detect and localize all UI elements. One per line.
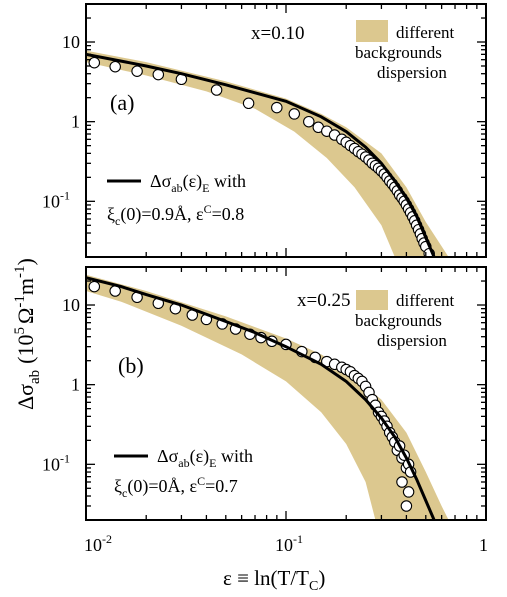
y-axis-label-m: m	[13, 278, 38, 295]
ticks-layer-b	[85, 266, 486, 521]
legend-band-line1-a: different	[396, 23, 454, 42]
legend-fit-l2-post-a: =0.8	[212, 204, 245, 224]
legend-fit-l1-mid-a: (ε)	[183, 171, 203, 192]
dispersion-band-a	[86, 50, 449, 257]
legend-band-line3-a: dispersion	[377, 63, 447, 82]
legend-fit-l2-pre-b: ξ	[114, 476, 122, 496]
x-axis-label: ε ≡ ln(T/TC)	[223, 566, 325, 594]
legend-fit-line1-b: Δσab(ε)E with	[157, 446, 253, 470]
x-tick-labels: 10-2 10-1 1	[84, 532, 488, 555]
legend-fit-l2-sup-b: C	[197, 474, 205, 488]
y-axis-label-open: (10	[13, 334, 38, 363]
ticks-layer-a	[85, 3, 486, 258]
legend-fit-l1-post-a: with	[210, 171, 247, 191]
legend-band-line1-b: different	[396, 291, 454, 310]
x-axis-label-close: )	[318, 566, 325, 590]
band-layer-b	[86, 274, 449, 520]
legend-band-line2-b: backgrounds	[355, 311, 442, 330]
y-tick-label-b-1: 1	[71, 375, 80, 395]
y-tick-label-exp-b-2: -1	[60, 451, 70, 465]
legend-fit-l2-mid-a: (0)=0.9Å, ε	[120, 204, 204, 225]
x-axis-label-main: ε ≡ ln(T/T	[223, 566, 309, 590]
legend-band-swatch-a	[356, 20, 388, 42]
x-tick-label-1-base: 1	[479, 535, 488, 555]
legend-band-line2-a: backgrounds	[355, 43, 442, 62]
x-tick-label-1e-2: 10-2	[84, 532, 112, 555]
fit-layer-a	[86, 52, 436, 257]
fit-curve-b	[86, 276, 436, 520]
data-point-a-6	[242, 97, 255, 110]
y-axis-label-close: )	[13, 258, 38, 265]
data-point-b-41	[396, 476, 408, 488]
y-tick-label-base-b-2: 10	[42, 454, 60, 474]
y-axis-label-omega: Ω	[13, 308, 38, 324]
data-point-a-5	[210, 84, 223, 96]
legend-fit-l1-post-b: with	[217, 446, 254, 466]
x-tick-label-1e-1-exp: -1	[293, 532, 303, 546]
y-axis-label-sub: ab	[27, 370, 43, 384]
legend-fit-l1-pre-b: Δσ	[157, 446, 179, 466]
legend-band-line3-b: dispersion	[377, 331, 447, 350]
x-tick-label-1e-1: 10-1	[275, 532, 303, 555]
data-point-b-43	[400, 500, 413, 512]
y-tick-label-a-1: 1	[71, 112, 80, 132]
legend-band-swatch-b	[356, 290, 388, 310]
dispersion-band-b	[86, 274, 449, 520]
data-point-a-9	[303, 115, 315, 128]
panel-label-a: (a)	[110, 90, 134, 115]
y-tick-label-a-2: 10-1	[42, 188, 70, 211]
legend-fit-l1-sub-b: ab	[178, 456, 189, 470]
x-tick-label-1e-2-base: 10	[84, 535, 102, 555]
legend-fit-line2-b: ξc(0)=0Å, εC=0.7	[114, 474, 238, 500]
y-tick-label-b-0: 10	[62, 295, 80, 315]
data-point-a-2	[131, 65, 143, 77]
x-axis-label-sub: C	[309, 579, 318, 594]
annotation-a: x=0.10	[251, 23, 304, 44]
data-point-a-8	[288, 108, 301, 120]
legend-fit-l2-pre-a: ξ	[107, 204, 115, 224]
legend-fit-l1-sub-a: ab	[171, 181, 182, 195]
fit-layer-b	[86, 276, 436, 520]
x-tick-label-1e-2-exp: -2	[102, 532, 112, 546]
panel-label-b: (b)	[118, 353, 144, 378]
legend-fit-l2-sub-b: c	[122, 486, 127, 500]
legend-fit-l1-pre-a: Δσ	[150, 171, 172, 191]
data-point-a-0	[88, 56, 101, 69]
annotation-b: x=0.25	[297, 290, 350, 311]
y-axis-label: Δσab(105Ω-1m-1)	[12, 258, 43, 410]
x-tick-label-1e-1-base: 10	[275, 535, 293, 555]
legend-fit-line2-a: ξc(0)=0.9Å, εC=0.8	[107, 202, 244, 228]
data-point-b-0	[88, 280, 101, 293]
fit-curve-a	[86, 52, 436, 257]
legend-fit-l2-mid-b: (0)=0Å, ε	[127, 476, 197, 497]
y-tick-label-a-0: 10	[62, 32, 80, 52]
y-tick-label-base-a-2: 10	[42, 191, 60, 211]
legend-fit-l1-mid-b: (ε)	[190, 446, 210, 467]
y-axis-label-exp3: -1	[12, 266, 28, 279]
data-point-b-42	[402, 486, 415, 498]
legend-fit-l2-sub-a: c	[115, 214, 120, 228]
legend-fit-line1-a: Δσab(ε)E with	[150, 171, 246, 195]
x-tick-label-1: 1	[479, 535, 488, 555]
y-tick-label-exp-a-2: -1	[60, 188, 70, 202]
y-tick-label-b-2: 10-1	[42, 451, 70, 474]
legend-fit-l2-sup-a: C	[204, 202, 212, 216]
legend-fit-l1-sub2-a: E	[202, 181, 209, 195]
data-point-a-1	[109, 60, 121, 73]
y-axis-label-main: Δσ	[13, 384, 38, 410]
y-axis-label-exp2: -1	[12, 295, 28, 308]
band-layer-a	[86, 50, 449, 257]
y-axis-label-exp: 5	[12, 327, 28, 335]
legend-fit-l1-sub2-b: E	[209, 456, 216, 470]
data-point-a-7	[271, 101, 283, 114]
legend-fit-l2-post-b: =0.7	[205, 476, 238, 496]
